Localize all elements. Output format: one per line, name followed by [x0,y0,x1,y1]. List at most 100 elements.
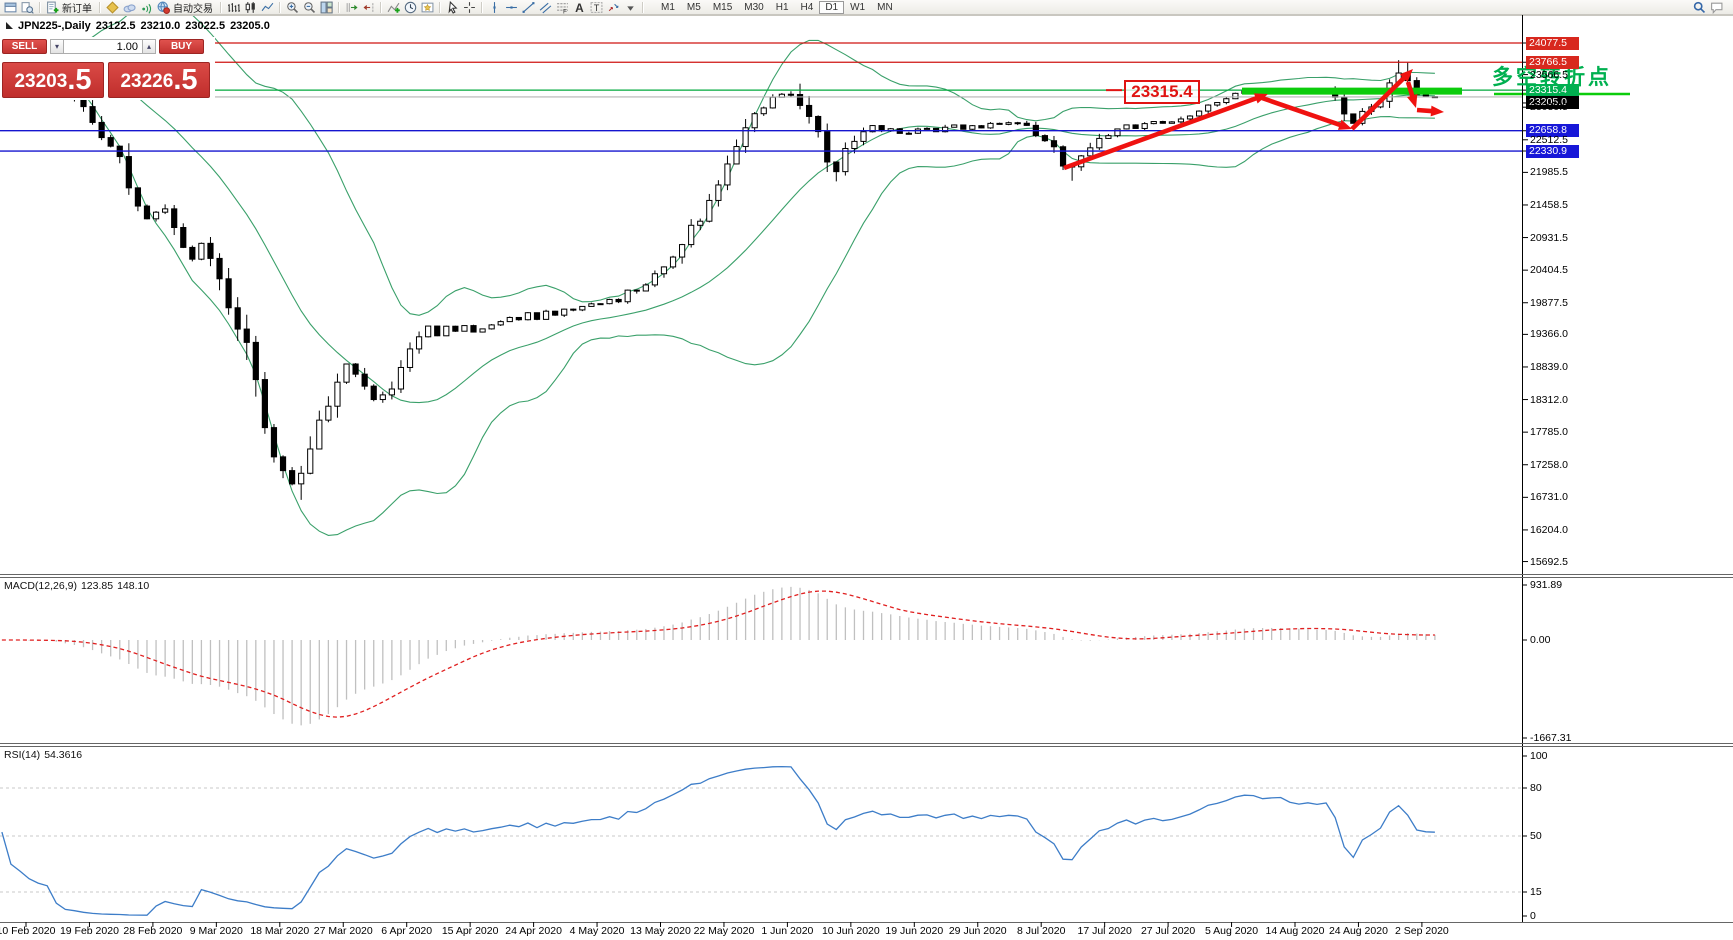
toolbar-separator [338,1,340,13]
equidistant-channel-icon[interactable] [537,0,554,14]
periods-icon[interactable] [402,0,419,14]
toolbar-separator [642,1,644,13]
tile-windows-icon[interactable] [318,0,335,14]
text-label-icon[interactable]: T [588,0,605,14]
volume-stepper: ▾ ▴ [50,39,156,54]
date-axis-label: 10 Feb 2020 [0,925,56,937]
timeframe-h4[interactable]: H4 [800,1,814,13]
timeframe-m1[interactable]: M1 [661,1,675,13]
date-axis-label: 9 Mar 2020 [189,925,243,937]
price-axis-label: 23315.4 [1526,83,1579,97]
chart-title: JPN225-,Daily 23122.5 23210.0 23022.5 23205.… [6,20,275,32]
price-axis-label: 17785.0 [1530,426,1568,439]
symbol-period: JPN225-,Daily [18,20,91,32]
price-axis-label: 22658.8 [1526,124,1579,138]
timeframe-w1[interactable]: W1 [850,1,866,13]
timeframe-d1[interactable]: D1 [819,0,845,14]
sell-price: 23203 [14,71,68,92]
price-axis-label: 23566.5 [1530,68,1568,81]
macd-axis-label: -1667.31 [1530,732,1572,744]
vertical-line-icon[interactable] [486,0,503,14]
date-axis-label: 24 Apr 2020 [505,925,562,937]
date-axis-label: 6 Apr 2020 [381,925,433,937]
search-icon[interactable] [1691,1,1708,15]
indicators-add-icon[interactable] [385,0,402,14]
horizontal-line-icon[interactable] [503,0,520,14]
text-icon[interactable]: A [571,0,588,14]
price-axis-label: 23205.0 [1526,96,1579,110]
timeframe-m15[interactable]: M15 [712,1,733,13]
rsi-indicator-label: RSI(14) 54.3616 [4,749,83,761]
toolbar-separator [220,1,222,13]
date-axis-label: 15 Apr 2020 [441,925,499,937]
zoom-in-icon[interactable] [284,0,301,14]
volume-input[interactable] [64,39,142,54]
toolbar-separator [99,1,101,13]
price-axis-label: 22512.5 [1530,133,1568,146]
price-axis-label: 15692.5 [1530,555,1568,568]
arrows-caret-icon[interactable] [622,0,639,14]
date-axis-label: 13 May 2020 [630,925,691,937]
ohlc-low: 23022.5 [185,20,226,32]
cloud-icon[interactable] [121,0,138,14]
buy-price-tile[interactable]: 23226.5 [108,62,210,98]
signal-icon[interactable] [138,0,155,14]
rsi-axis-label: 0 [1530,910,1536,922]
buy-price: 23226 [120,71,174,92]
price-axis-label: 19877.5 [1530,296,1568,309]
metaeditor-icon[interactable] [104,0,121,14]
toolbar-separator [481,1,483,13]
price-axis-label: 23766.5 [1526,55,1579,69]
templates-icon[interactable] [419,0,436,14]
crosshair-icon[interactable] [461,0,478,14]
price-axis-label: 16731.0 [1530,491,1568,504]
price-axis-label: 21458.5 [1530,198,1568,211]
toolbar-separator [39,1,41,13]
chat-icon[interactable] [1708,1,1725,15]
timeframe-mn[interactable]: MN [877,1,893,13]
ohlc-high: 23210.0 [140,20,181,32]
svg-text:T: T [594,2,600,12]
timeframe-h1[interactable]: H1 [775,1,789,13]
price-axis-label: 18312.0 [1530,393,1568,406]
fibonacci-icon[interactable]: F [554,0,571,14]
price-level-callout[interactable]: 23315.4 [1124,80,1200,104]
rsi-axis-label: 15 [1530,886,1542,898]
autotrading-icon[interactable] [155,0,172,14]
autotrading-label[interactable]: 自动交易 [173,3,213,15]
candlestick-chart-icon[interactable] [242,0,259,14]
price-axis-label: 16204.0 [1530,523,1568,536]
chart-shift-icon[interactable] [360,0,377,14]
macd-axis-label: 0.00 [1530,634,1551,646]
price-axis-label: 20404.5 [1530,264,1568,277]
trendline-icon[interactable] [520,0,537,14]
date-axis-label: 5 Aug 2020 [1204,925,1259,937]
new-order-icon[interactable] [44,0,61,14]
buy-button[interactable]: BUY [159,39,204,54]
market-watch-icon[interactable] [19,0,36,14]
cursor-icon[interactable] [444,0,461,14]
volume-decrease-button[interactable]: ▾ [50,39,64,54]
bar-chart-icon[interactable] [225,0,242,14]
volume-increase-button[interactable]: ▴ [142,39,156,54]
zoom-out-icon[interactable] [301,0,318,14]
sell-button[interactable]: SELL [2,39,47,54]
auto-scroll-icon[interactable] [343,0,360,14]
new-order-label[interactable]: 新订单 [62,3,92,15]
ohlc-close: 23205.0 [230,20,270,32]
timeframe-m30[interactable]: M30 [744,1,764,13]
rsi-axis-label: 100 [1530,750,1548,762]
chart-window-icon[interactable] [2,0,19,14]
macd-indicator-label: MACD(12,26,9) 123.85 148.10 [4,580,150,592]
line-chart-icon[interactable] [259,0,276,14]
price-axis-label: 22330.9 [1526,144,1579,158]
one-click-trading-panel: SELL ▾ ▴ BUY 23203.5 23226.5 [0,37,215,100]
rsi-axis-label: 50 [1530,830,1542,842]
timeframe-m5[interactable]: M5 [686,1,701,13]
svg-text:F: F [563,8,567,14]
sell-price-tile[interactable]: 23203.5 [2,62,104,98]
arrows-icon[interactable] [605,0,622,14]
date-axis-label: 27 Mar 2020 [313,925,373,937]
